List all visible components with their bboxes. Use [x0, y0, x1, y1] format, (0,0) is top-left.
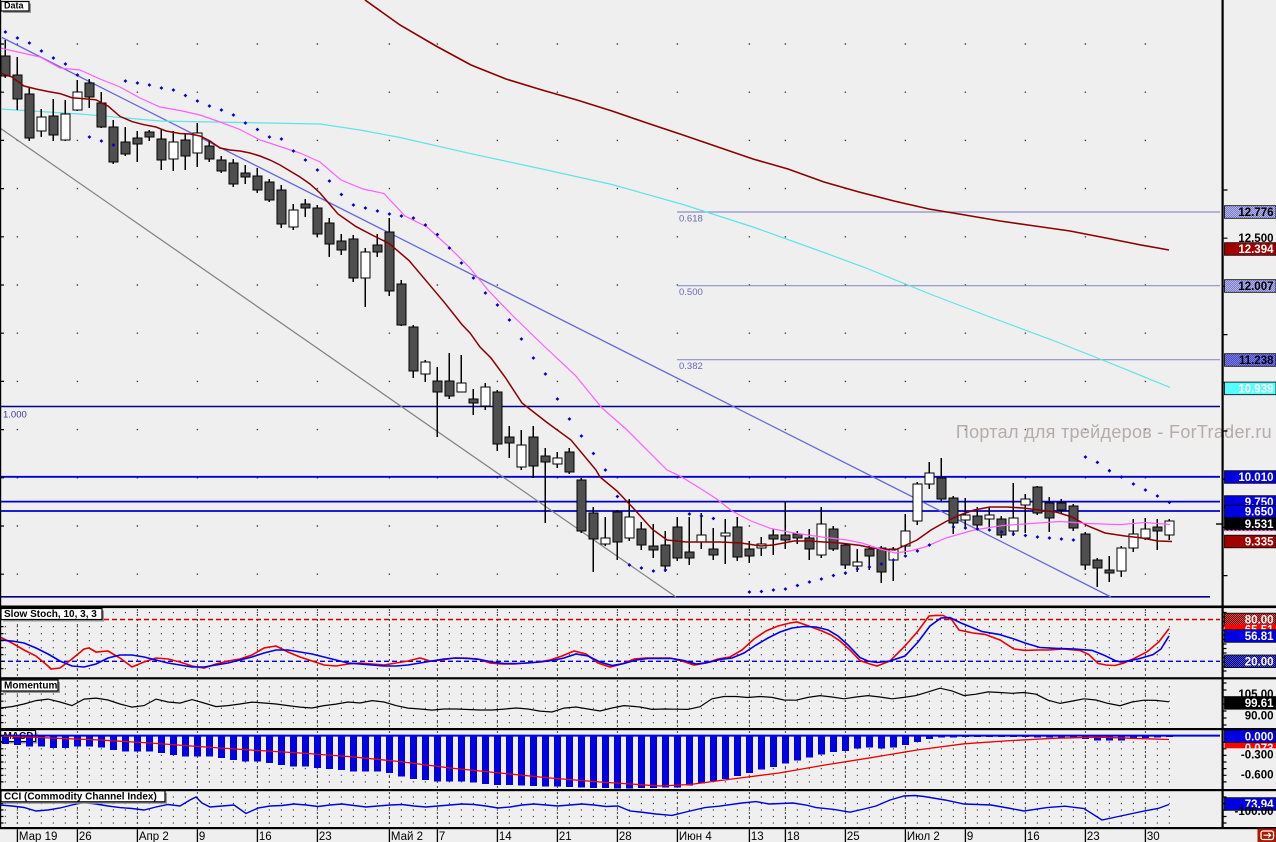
svg-text:99.61: 99.61: [1245, 698, 1274, 710]
svg-text:23: 23: [1087, 831, 1100, 842]
svg-text:26: 26: [79, 831, 92, 842]
svg-text:Портал для трейдеров - ForTrad: Портал для трейдеров - ForTrader.ru: [956, 422, 1272, 442]
svg-text:Data: Data: [4, 1, 25, 11]
svg-text:16: 16: [259, 831, 272, 842]
svg-text:CCI (Commodity Channel Index): CCI (Commodity Channel Index): [4, 791, 157, 802]
svg-text:-0.600: -0.600: [1241, 769, 1274, 781]
svg-text:10.010: 10.010: [1238, 472, 1273, 484]
svg-text:10.939: 10.939: [1238, 383, 1273, 395]
svg-text:0.073: 0.073: [1245, 743, 1274, 755]
svg-text:80.00: 80.00: [1245, 615, 1274, 627]
svg-text:9.531: 9.531: [1245, 519, 1274, 531]
svg-text:18: 18: [787, 831, 800, 842]
svg-text:28: 28: [619, 831, 632, 842]
svg-text:12.776: 12.776: [1238, 207, 1273, 219]
svg-text:Апр 2: Апр 2: [139, 831, 169, 842]
svg-text:9: 9: [199, 831, 205, 842]
svg-text:56.81: 56.81: [1245, 631, 1274, 643]
svg-text:23: 23: [319, 831, 332, 842]
svg-text:0.382: 0.382: [679, 361, 703, 372]
svg-text:16: 16: [1027, 831, 1040, 842]
svg-text:1.000: 1.000: [3, 410, 27, 421]
svg-text:7: 7: [439, 831, 445, 842]
svg-text:Slow Stoch, 10, 3, 3: Slow Stoch, 10, 3, 3: [4, 609, 97, 620]
svg-text:14: 14: [499, 831, 512, 842]
svg-text:20.00: 20.00: [1245, 656, 1274, 668]
svg-text:11.238: 11.238: [1239, 355, 1274, 367]
svg-text:Momentum: Momentum: [4, 681, 57, 692]
svg-text:90.00: 90.00: [1245, 711, 1274, 723]
svg-text:30: 30: [1147, 831, 1160, 842]
svg-text:13: 13: [751, 831, 764, 842]
svg-text:9: 9: [967, 831, 973, 842]
svg-text:12.500: 12.500: [1238, 233, 1273, 245]
svg-text:12.394: 12.394: [1238, 244, 1274, 256]
svg-text:0.618: 0.618: [679, 214, 703, 225]
svg-text:-100.00: -100.00: [1234, 806, 1273, 818]
svg-text:0.500: 0.500: [679, 287, 703, 298]
svg-text:Июн 4: Июн 4: [679, 831, 712, 842]
svg-text:Май 2: Май 2: [391, 831, 423, 842]
svg-text:25: 25: [847, 831, 860, 842]
svg-text:0.000: 0.000: [1245, 731, 1274, 743]
svg-text:Июл 2: Июл 2: [907, 831, 940, 842]
svg-text:73.94: 73.94: [1245, 799, 1274, 811]
svg-text:65.51: 65.51: [1245, 624, 1274, 636]
svg-text:-0.300: -0.300: [1241, 749, 1274, 761]
svg-text:12.007: 12.007: [1238, 281, 1273, 293]
svg-text:9.650: 9.650: [1245, 507, 1274, 519]
svg-text:21: 21: [559, 831, 572, 842]
svg-text:9.335: 9.335: [1245, 537, 1274, 549]
svg-text:Мар 19: Мар 19: [19, 831, 58, 842]
